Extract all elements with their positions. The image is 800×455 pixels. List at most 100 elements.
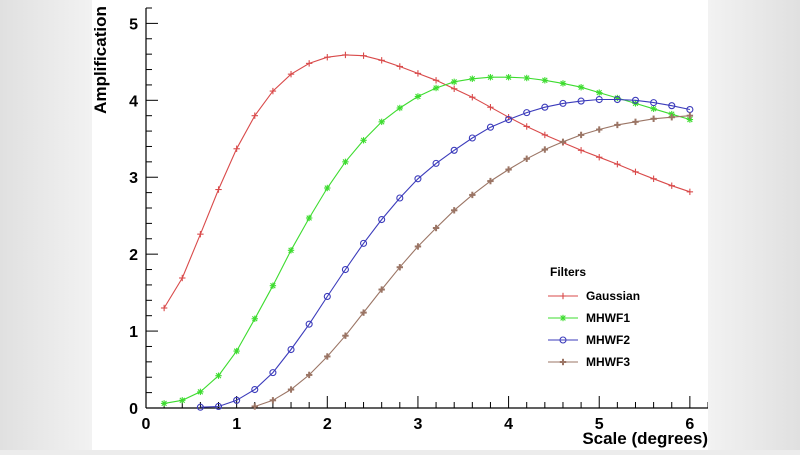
data-point-mhwf1 bbox=[342, 158, 349, 166]
data-point-gaussian bbox=[487, 104, 494, 111]
data-point-mhwf2 bbox=[287, 345, 295, 354]
data-point-mhwf1 bbox=[160, 400, 168, 407]
legend-label: MHWF3 bbox=[586, 355, 630, 369]
data-point-mhwf2 bbox=[396, 194, 404, 202]
data-point-mhwf3 bbox=[251, 403, 258, 410]
data-point-gaussian bbox=[287, 70, 295, 78]
data-point-gaussian bbox=[305, 60, 313, 67]
y-tick-label: 0 bbox=[129, 401, 138, 418]
data-point-mhwf3 bbox=[269, 397, 277, 404]
series-line-mhwf2 bbox=[200, 98, 691, 408]
data-point-mhwf1 bbox=[215, 372, 222, 379]
data-point-gaussian bbox=[668, 182, 675, 189]
data-point-mhwf3 bbox=[342, 332, 349, 339]
data-point-gaussian bbox=[269, 87, 277, 95]
data-point-mhwf3 bbox=[396, 264, 404, 271]
data-point-mhwf1 bbox=[577, 84, 585, 91]
data-point-mhwf3 bbox=[505, 166, 512, 173]
data-point-mhwf3 bbox=[614, 121, 621, 129]
data-point-mhwf2 bbox=[323, 292, 331, 301]
data-point-gaussian bbox=[632, 168, 639, 176]
data-point-mhwf3 bbox=[324, 353, 331, 360]
data-point-mhwf3 bbox=[577, 131, 585, 139]
legend-marker bbox=[559, 358, 567, 366]
data-point-gaussian bbox=[414, 70, 422, 77]
data-point-mhwf2 bbox=[432, 159, 440, 167]
data-point-mhwf3 bbox=[414, 243, 422, 250]
x-axis-title: Scale (degrees) bbox=[582, 429, 708, 448]
data-point-gaussian bbox=[686, 188, 694, 196]
data-point-mhwf2 bbox=[486, 123, 495, 131]
series-mhwf3 bbox=[251, 112, 694, 410]
data-point-mhwf1 bbox=[378, 118, 385, 126]
data-point-mhwf3 bbox=[305, 371, 313, 379]
plot-canvas: 0 1 2 3 4 5 6 0 1 2 3 4 5 Filters Gaussian MHWF1 MHWF2 M… bbox=[91, 0, 709, 450]
data-point-mhwf2 bbox=[414, 175, 422, 183]
data-point-mhwf3 bbox=[632, 118, 639, 126]
data-point-mhwf3 bbox=[360, 309, 367, 316]
data-point-mhwf1 bbox=[197, 388, 204, 396]
x-tick-label: 1 bbox=[232, 416, 241, 433]
data-point-mhwf1 bbox=[396, 104, 404, 112]
data-point-gaussian bbox=[650, 175, 657, 182]
data-point-mhwf1 bbox=[305, 214, 313, 222]
data-point-gaussian bbox=[251, 112, 258, 119]
data-point-mhwf1 bbox=[523, 74, 530, 82]
legend-label: MHWF2 bbox=[586, 333, 630, 347]
data-point-mhwf1 bbox=[287, 247, 295, 254]
data-point-gaussian bbox=[360, 52, 367, 59]
y-axis-title: Amplification bbox=[92, 6, 110, 114]
data-point-mhwf1 bbox=[450, 78, 458, 86]
data-point-mhwf2 bbox=[595, 95, 603, 104]
data-point-mhwf1 bbox=[596, 89, 603, 96]
data-point-mhwf3 bbox=[432, 224, 440, 232]
data-point-mhwf2 bbox=[378, 215, 386, 224]
data-point-mhwf3 bbox=[378, 286, 385, 293]
x-tick-label: 3 bbox=[413, 416, 422, 433]
data-point-gaussian bbox=[179, 274, 186, 282]
legend-label: Gaussian bbox=[586, 289, 640, 303]
data-point-gaussian bbox=[396, 63, 404, 70]
data-point-gaussian bbox=[614, 160, 621, 168]
data-point-gaussian bbox=[450, 85, 458, 92]
data-point-mhwf3 bbox=[686, 112, 694, 119]
x-tick-label: 4 bbox=[504, 416, 513, 433]
series-mhwf2 bbox=[196, 95, 694, 411]
data-point-mhwf2 bbox=[196, 403, 204, 411]
legend-item-mhwf3: MHWF3 bbox=[548, 355, 630, 369]
data-point-mhwf1 bbox=[469, 75, 476, 82]
data-point-mhwf1 bbox=[360, 137, 367, 144]
legend-item-gaussian: Gaussian bbox=[548, 289, 640, 303]
data-point-mhwf3 bbox=[668, 114, 675, 121]
data-point-mhwf2 bbox=[450, 146, 458, 154]
data-point-mhwf3 bbox=[287, 386, 295, 393]
y-tick-label: 4 bbox=[129, 93, 138, 110]
data-point-mhwf2 bbox=[251, 385, 259, 394]
legend-marker bbox=[559, 292, 567, 300]
data-point-mhwf3 bbox=[596, 126, 603, 133]
data-point-mhwf2 bbox=[305, 320, 313, 328]
series-line-gaussian bbox=[163, 54, 691, 309]
data-point-mhwf1 bbox=[487, 74, 494, 81]
series-group bbox=[160, 51, 694, 411]
data-point-mhwf2 bbox=[341, 265, 349, 274]
right-backdrop bbox=[708, 0, 800, 450]
data-point-mhwf2 bbox=[359, 239, 368, 247]
data-point-mhwf3 bbox=[523, 155, 530, 162]
data-point-mhwf2 bbox=[650, 99, 658, 107]
data-point-mhwf2 bbox=[631, 96, 640, 104]
data-point-mhwf2 bbox=[668, 102, 676, 110]
data-point-mhwf3 bbox=[487, 177, 494, 185]
data-point-gaussian bbox=[233, 145, 240, 152]
x-tick-label: 5 bbox=[595, 416, 604, 433]
data-point-gaussian bbox=[541, 131, 549, 139]
data-point-gaussian bbox=[378, 57, 385, 64]
data-point-mhwf3 bbox=[541, 146, 549, 153]
data-point-mhwf2 bbox=[233, 396, 241, 404]
series-gaussian bbox=[160, 51, 694, 312]
x-tick-label: 0 bbox=[142, 416, 151, 433]
data-point-gaussian bbox=[324, 54, 331, 61]
data-point-gaussian bbox=[197, 230, 204, 238]
data-point-mhwf1 bbox=[324, 184, 331, 192]
